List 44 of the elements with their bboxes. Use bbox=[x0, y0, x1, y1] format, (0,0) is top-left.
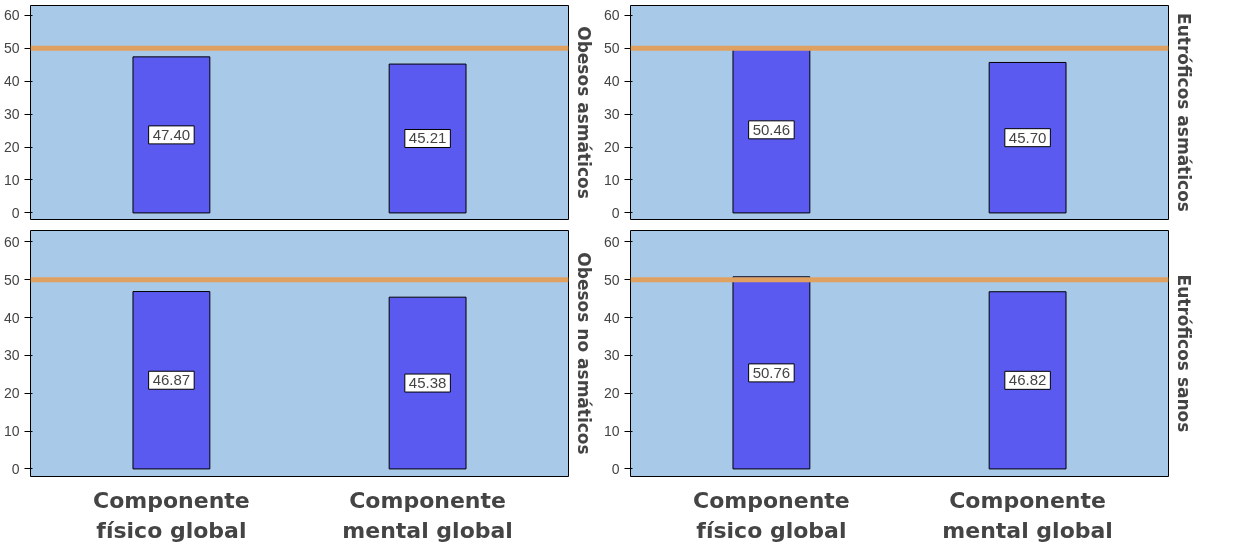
y-tick-label: 20 bbox=[603, 385, 620, 402]
y-tick-label: 50 bbox=[603, 271, 620, 288]
y-tick-label: 0 bbox=[11, 460, 20, 477]
x-tick-label: Componente mental global bbox=[942, 487, 1113, 543]
x-tick-label: Componente físico global bbox=[693, 487, 850, 543]
y-tick-label: 10 bbox=[603, 171, 620, 188]
text: Eutróficos sanos bbox=[1173, 274, 1194, 433]
data-label: 50.46 bbox=[752, 120, 791, 138]
y-tick-label: 60 bbox=[603, 7, 620, 24]
y-tick-label: 20 bbox=[3, 385, 20, 402]
data-label: 46.82 bbox=[1008, 371, 1047, 389]
y-tick-label: 60 bbox=[3, 233, 20, 250]
y-tick-label: 0 bbox=[611, 204, 620, 221]
data-label: 45.21 bbox=[408, 129, 447, 147]
y-tick-label: 20 bbox=[603, 139, 620, 156]
data-label: 47.40 bbox=[152, 125, 191, 143]
y-tick-label: 0 bbox=[11, 204, 20, 221]
y-tick-label: 10 bbox=[3, 423, 20, 440]
text: Obesos no asmáticos bbox=[573, 252, 594, 455]
y-tick-label: 40 bbox=[3, 73, 20, 90]
data-label: 46.87 bbox=[152, 371, 191, 389]
data-label: 50.76 bbox=[752, 363, 791, 381]
text: Eutróficos asmáticos bbox=[1173, 13, 1194, 212]
y-tick-label: 10 bbox=[3, 171, 20, 188]
y-tick-label: 40 bbox=[603, 309, 620, 326]
y-tick-label: 60 bbox=[603, 233, 620, 250]
y-tick-label: 10 bbox=[603, 423, 620, 440]
y-tick-label: 50 bbox=[3, 271, 20, 288]
x-tick-label: Componente mental global bbox=[342, 487, 513, 543]
data-label: 45.38 bbox=[408, 374, 447, 392]
data-label: 45.70 bbox=[1008, 128, 1047, 146]
y-tick-label: 50 bbox=[603, 40, 620, 57]
y-tick-label: 30 bbox=[603, 347, 620, 364]
y-tick-label: 40 bbox=[603, 73, 620, 90]
y-tick-label: 0 bbox=[611, 460, 620, 477]
y-tick-label: 60 bbox=[3, 7, 20, 24]
y-tick-label: 30 bbox=[603, 106, 620, 123]
y-tick-label: 30 bbox=[3, 106, 20, 123]
x-tick-label: Componente físico global bbox=[93, 487, 250, 543]
y-tick-label: 50 bbox=[3, 40, 20, 57]
y-tick-label: 30 bbox=[3, 347, 20, 364]
text: Obesos asmáticos bbox=[573, 26, 594, 199]
y-tick-label: 20 bbox=[3, 139, 20, 156]
y-tick-label: 40 bbox=[3, 309, 20, 326]
